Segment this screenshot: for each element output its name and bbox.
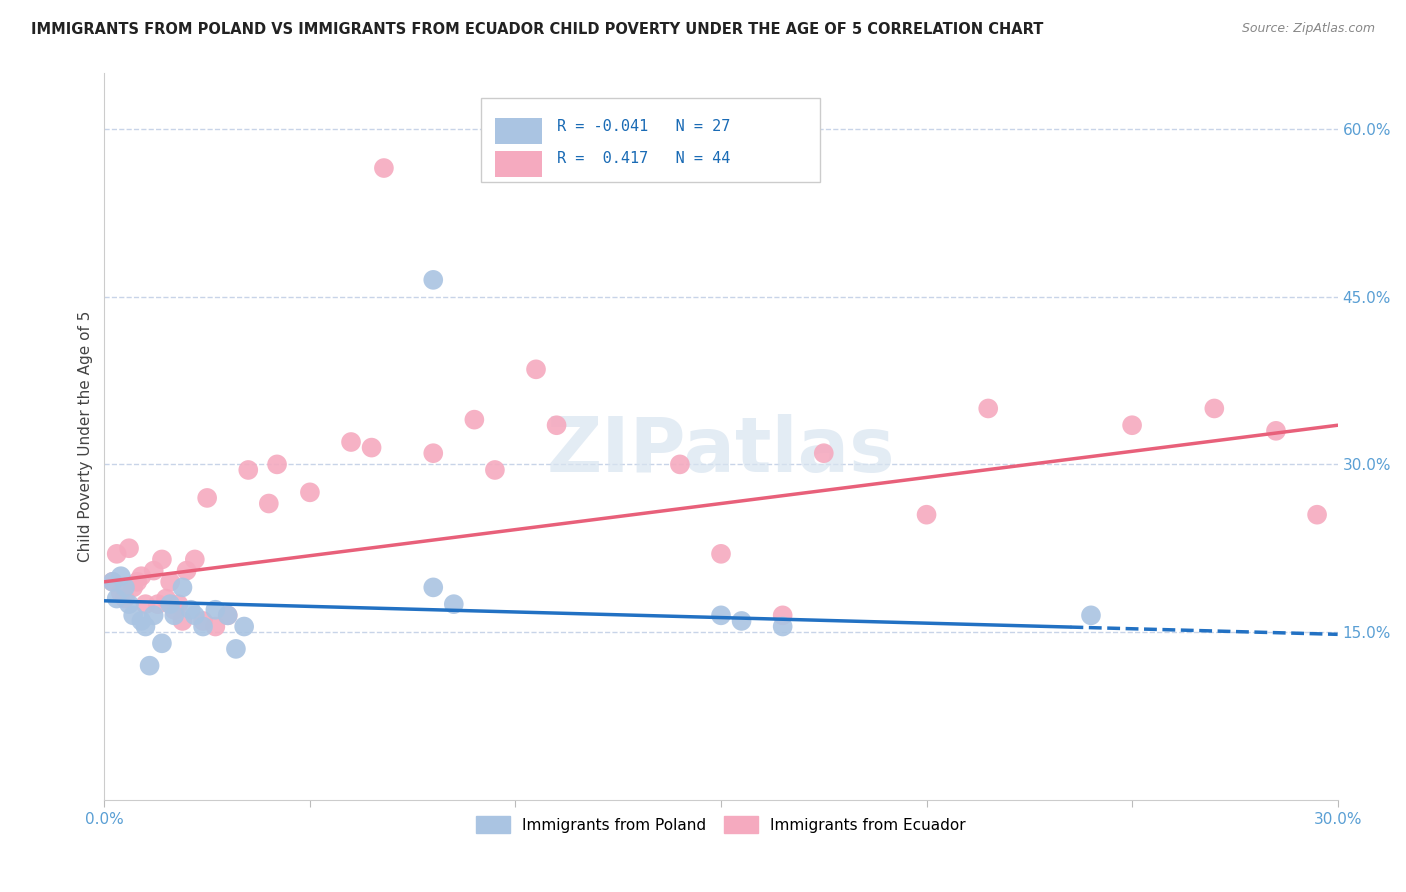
Point: [131, 614, 153, 628]
Text: ZIPatlas: ZIPatlas: [547, 414, 896, 488]
Point: [422, 446, 444, 460]
Point: [373, 161, 395, 175]
Point: [484, 463, 506, 477]
Point: [114, 591, 136, 606]
Text: R =  0.417   N = 44: R = 0.417 N = 44: [557, 152, 730, 166]
Point: [150, 552, 173, 566]
Point: [546, 418, 568, 433]
Point: [225, 641, 247, 656]
Text: IMMIGRANTS FROM POLAND VS IMMIGRANTS FROM ECUADOR CHILD POVERTY UNDER THE AGE OF: IMMIGRANTS FROM POLAND VS IMMIGRANTS FRO…: [31, 22, 1043, 37]
Legend: Immigrants from Poland, Immigrants from Ecuador: Immigrants from Poland, Immigrants from …: [470, 810, 972, 839]
Point: [422, 581, 444, 595]
Text: Source: ZipAtlas.com: Source: ZipAtlas.com: [1241, 22, 1375, 36]
Point: [127, 574, 149, 589]
Point: [159, 597, 181, 611]
Point: [710, 608, 733, 623]
Bar: [495, 151, 543, 177]
Point: [977, 401, 1000, 416]
Point: [163, 608, 186, 623]
Point: [138, 658, 160, 673]
Point: [463, 412, 485, 426]
Point: [195, 491, 218, 505]
Point: [142, 608, 165, 623]
Point: [134, 619, 156, 633]
Point: [443, 597, 465, 611]
Point: [101, 574, 124, 589]
Point: [1121, 418, 1143, 433]
Point: [772, 619, 794, 633]
Point: [191, 614, 214, 628]
Point: [172, 614, 194, 628]
Point: [710, 547, 733, 561]
Point: [257, 496, 280, 510]
Point: [340, 435, 363, 450]
Point: [122, 581, 145, 595]
Point: [1265, 424, 1288, 438]
Point: [163, 603, 186, 617]
Point: [110, 569, 132, 583]
FancyBboxPatch shape: [481, 98, 820, 182]
Point: [114, 581, 136, 595]
Point: [184, 608, 207, 623]
Point: [233, 619, 256, 633]
Point: [669, 458, 692, 472]
Point: [134, 597, 156, 611]
Bar: [495, 119, 543, 145]
Point: [238, 463, 260, 477]
Point: [142, 564, 165, 578]
Point: [105, 547, 128, 561]
Point: [155, 591, 177, 606]
Point: [1306, 508, 1329, 522]
Point: [131, 569, 153, 583]
Point: [146, 597, 169, 611]
Point: [204, 619, 226, 633]
Point: [105, 591, 128, 606]
Point: [772, 608, 794, 623]
Point: [1204, 401, 1226, 416]
Text: R = -0.041   N = 27: R = -0.041 N = 27: [557, 119, 730, 134]
Point: [110, 586, 132, 600]
Point: [422, 273, 444, 287]
Point: [266, 458, 288, 472]
Point: [217, 608, 239, 623]
Point: [217, 608, 239, 623]
Point: [180, 603, 202, 617]
Point: [118, 597, 141, 611]
Point: [204, 603, 226, 617]
Point: [813, 446, 835, 460]
Point: [172, 581, 194, 595]
Point: [184, 552, 207, 566]
Point: [159, 574, 181, 589]
Point: [730, 614, 752, 628]
Point: [915, 508, 938, 522]
Point: [101, 574, 124, 589]
Point: [150, 636, 173, 650]
Point: [118, 541, 141, 556]
Point: [360, 441, 382, 455]
Point: [524, 362, 547, 376]
Point: [1080, 608, 1102, 623]
Point: [122, 608, 145, 623]
Point: [167, 597, 190, 611]
Y-axis label: Child Poverty Under the Age of 5: Child Poverty Under the Age of 5: [79, 310, 93, 562]
Point: [191, 619, 214, 633]
Point: [176, 564, 198, 578]
Point: [298, 485, 321, 500]
